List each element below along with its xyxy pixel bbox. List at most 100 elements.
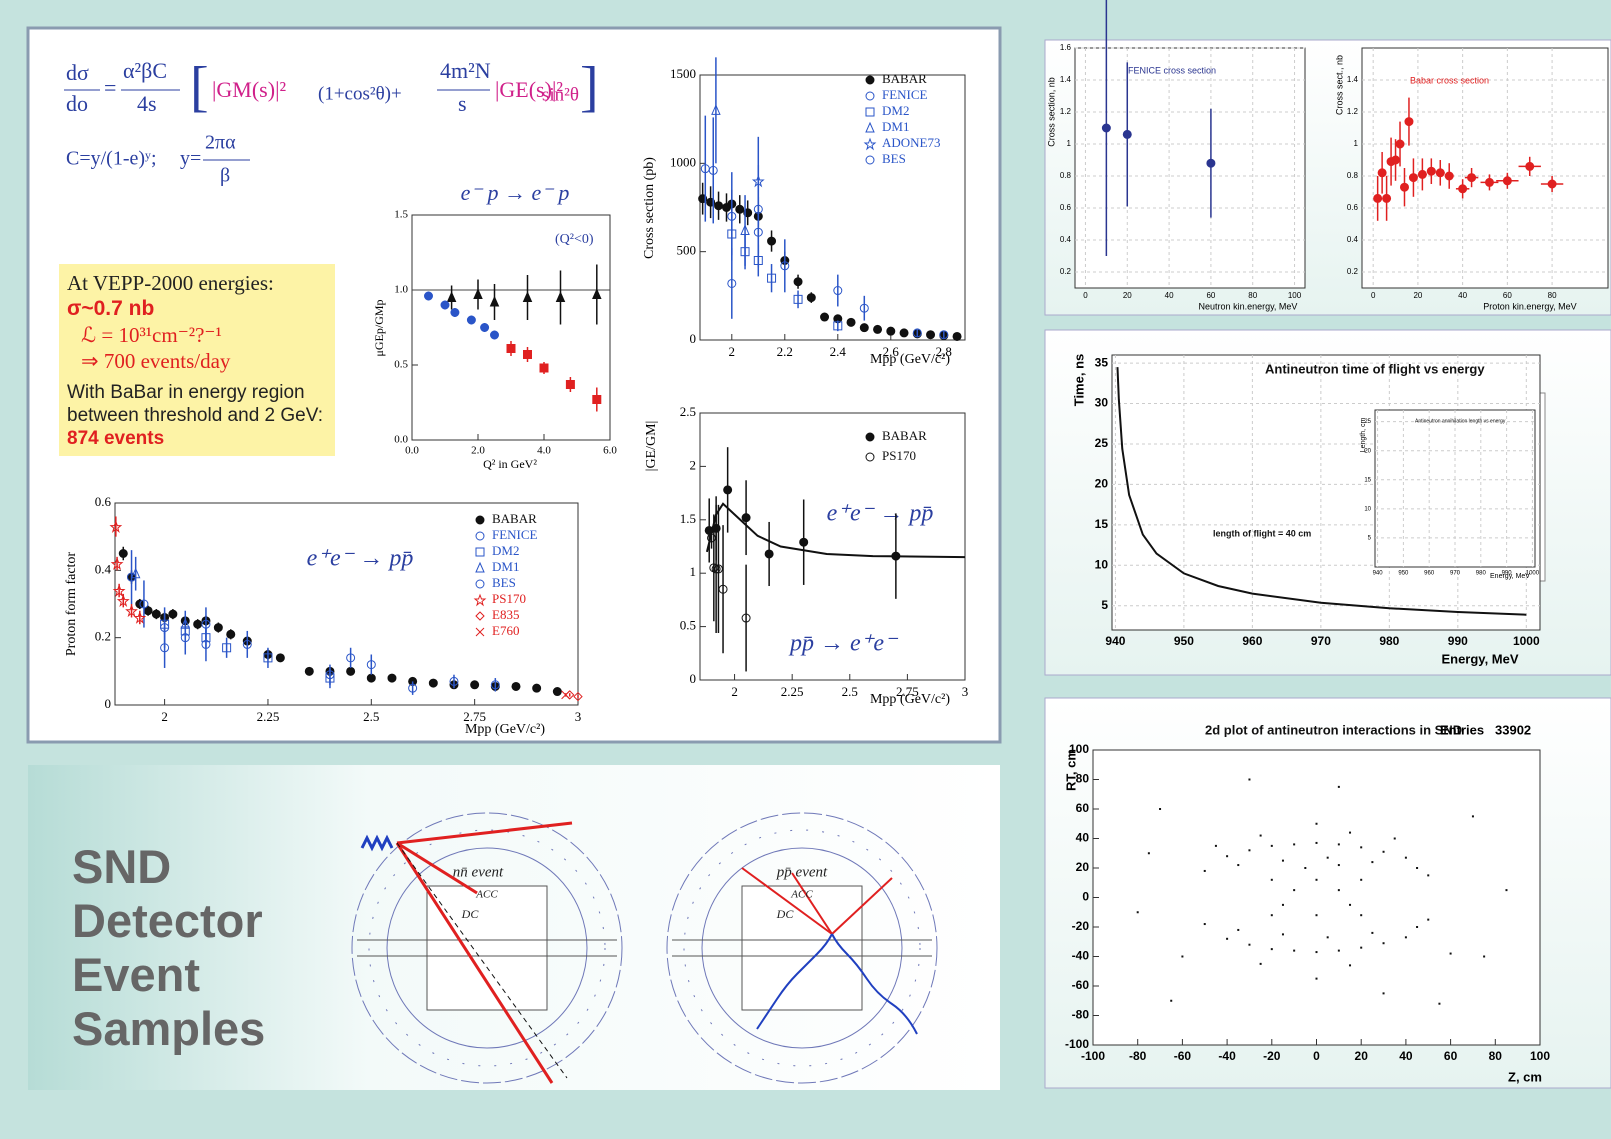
formula-part: = — [104, 75, 116, 100]
y-tick-label: 1.6 — [1060, 43, 1072, 52]
y-tick-label: 0.4 — [1347, 235, 1359, 244]
x-tick-label: 60 — [1206, 291, 1215, 300]
y-axis-label: Cross sect., nb — [1334, 55, 1344, 115]
annotation: length of flight = 40 cm — [1213, 528, 1311, 538]
point — [388, 674, 396, 682]
text: σ~0.7 nb — [67, 296, 327, 322]
y-tick-label: 0 — [690, 331, 697, 346]
y-tick-label: 0.8 — [1060, 171, 1072, 180]
y-tick-label: -60 — [1072, 978, 1090, 992]
chart-title: Antineutron time of flight vs energy — [1265, 361, 1485, 376]
text: At VEPP-2000 energies: — [67, 270, 327, 296]
chart-title: e⁺e⁻ → pp̄ — [827, 501, 934, 527]
point — [491, 331, 499, 339]
point — [1316, 842, 1318, 844]
point — [1338, 864, 1340, 866]
x-tick-label: 2.25 — [781, 684, 804, 699]
formula-part: dσ — [66, 60, 89, 85]
x-tick-label: 3 — [575, 709, 582, 724]
point — [1360, 947, 1362, 949]
y-tick-label: 20 — [1095, 477, 1109, 491]
point — [765, 550, 773, 558]
legend-label: DM2 — [492, 543, 519, 558]
y-tick-label: 20 — [1076, 860, 1090, 874]
point — [451, 309, 459, 317]
point — [1282, 933, 1284, 935]
point — [540, 364, 548, 372]
y-tick-label: -40 — [1072, 949, 1090, 963]
point — [1316, 823, 1318, 825]
formula-part: C=y/(1-e)ʸ; — [66, 148, 157, 170]
text: Event — [72, 948, 265, 1002]
chart: 0204060800.20.40.60.811.21.4Babar cross … — [1334, 48, 1608, 311]
point — [1427, 167, 1435, 175]
text: ⇒ 700 events/day — [67, 348, 327, 374]
y-tick-label: 1.4 — [1347, 75, 1359, 84]
formula-part: do — [66, 91, 88, 116]
formula-part: 2πα — [205, 132, 236, 154]
point — [1316, 978, 1318, 980]
legend-label: E835 — [492, 607, 519, 622]
x-tick-label: 0 — [1371, 291, 1376, 300]
y-tick-label: 30 — [1095, 396, 1109, 410]
point — [119, 550, 127, 558]
x-tick-label: 960 — [1424, 571, 1435, 577]
point — [1383, 194, 1391, 202]
point — [305, 667, 313, 675]
point — [847, 318, 855, 326]
legend-label: FENICE — [492, 527, 538, 542]
x-tick-label: 6.0 — [603, 445, 617, 457]
point — [1248, 779, 1250, 781]
formula-part: s — [458, 91, 467, 116]
point — [874, 325, 882, 333]
point — [1293, 950, 1295, 952]
x-tick-label: 100 — [1530, 1049, 1550, 1063]
formula-part: y= — [180, 148, 201, 170]
plot-frame — [1093, 750, 1540, 1045]
point — [1271, 845, 1273, 847]
event-acc: ACC — [475, 889, 498, 901]
text: ℒ = 10³¹cm⁻²?⁻¹ — [67, 322, 327, 348]
legend-label: BABAR — [492, 511, 537, 526]
point — [1271, 914, 1273, 916]
x-axis-label: Neutron kin.energy, MeV — [1199, 301, 1298, 311]
point — [715, 202, 723, 210]
x-tick-label: 940 — [1373, 571, 1384, 577]
x-tick-label: -60 — [1174, 1049, 1192, 1063]
point — [524, 351, 532, 359]
point — [1526, 162, 1534, 170]
point — [1400, 183, 1408, 191]
x-tick-label: 2.5 — [363, 709, 379, 724]
point — [1374, 194, 1382, 202]
point — [276, 654, 284, 662]
point — [1548, 180, 1556, 188]
plot-frame — [1075, 48, 1305, 288]
point — [1237, 929, 1239, 931]
y-tick-label: 0.5 — [394, 359, 408, 371]
chart-title: Babar cross section — [1410, 75, 1489, 85]
legend-label: FENICE — [882, 87, 928, 102]
y-axis-label: |GE/GM| — [644, 421, 659, 472]
point — [794, 278, 802, 286]
point — [152, 610, 160, 618]
point — [892, 552, 900, 560]
x-tick-label: 0 — [1313, 1049, 1320, 1063]
point — [1293, 889, 1295, 891]
y-tick-label: 1.5 — [394, 209, 408, 221]
x-tick-label: -100 — [1081, 1049, 1105, 1063]
point — [1438, 1003, 1440, 1005]
y-tick-label: 25 — [1095, 436, 1109, 450]
point — [1293, 843, 1295, 845]
x-tick-label: 2.25 — [257, 709, 280, 724]
point — [467, 316, 475, 324]
stats-label: Entries — [1440, 722, 1484, 737]
text: With BaBar in energy region between thre… — [67, 382, 323, 426]
chart-title: e⁺e⁻ → pp̄ — [307, 546, 414, 572]
point — [953, 332, 961, 340]
point — [1409, 174, 1417, 182]
annotation: (Q²<0) — [555, 232, 594, 247]
x-tick-label: 60 — [1503, 291, 1512, 300]
event-acc: ACC — [790, 889, 813, 901]
y-tick-label: 1000 — [670, 154, 696, 169]
point — [1427, 919, 1429, 921]
